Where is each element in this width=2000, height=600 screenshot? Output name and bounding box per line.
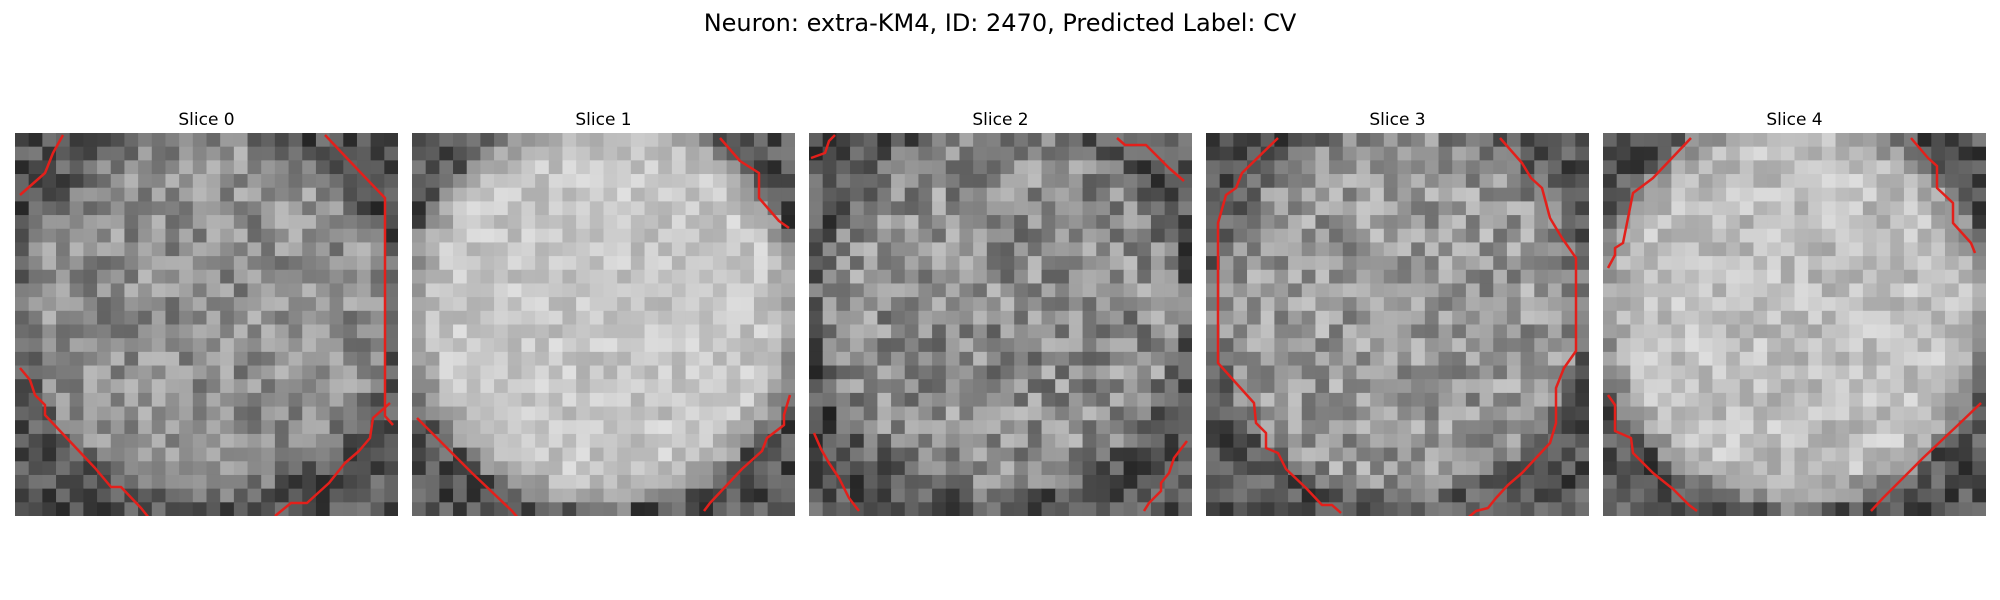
contour-line [1606,137,1692,269]
slice-panel-4: Slice 4 [1603,110,1986,516]
contour-line [416,417,518,516]
slice-panel-2: Slice 2 [809,110,1192,516]
slice-title: Slice 1 [575,110,632,130]
contour-line [703,394,792,512]
slice-panel-3: Slice 3 [1206,110,1589,516]
slice-title: Slice 3 [1369,110,1426,130]
contour-line [19,367,150,516]
slice-image [15,133,398,516]
slice-panel-1: Slice 1 [412,110,795,516]
contour-line [1216,137,1342,514]
contour-line [19,134,65,196]
contour-line [1468,137,1578,516]
contour-line [1116,137,1185,182]
contour-line [1870,402,1982,512]
contour-line [719,137,790,230]
slice-panel-0: Slice 0 [15,110,398,516]
slice-image [809,133,1192,516]
slice-title: Slice 2 [972,110,1029,130]
contour-line [1910,137,1977,254]
contour-line [324,134,394,426]
contour-line [810,134,836,160]
slice-image [412,133,795,516]
contour-line [274,402,391,516]
figure-title: Neuron: extra-KM4, ID: 2470, Predicted L… [703,9,1297,37]
contour-line [812,432,860,512]
contour-line [1142,440,1188,512]
slice-image [1603,133,1986,516]
slice-title: Slice 4 [1766,110,1823,130]
slice-image [1206,133,1589,516]
contour-line [1606,394,1698,512]
slice-title: Slice 0 [178,110,235,130]
